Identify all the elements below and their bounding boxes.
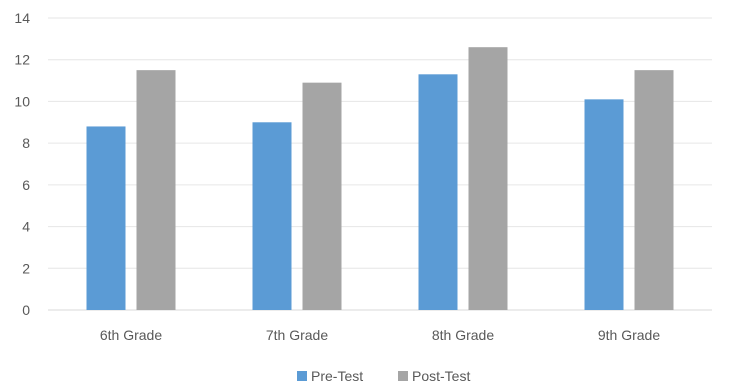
x-tick-label: 6th Grade <box>100 327 162 343</box>
y-tick-label: 14 <box>14 10 30 26</box>
y-tick-label: 12 <box>14 52 30 68</box>
y-tick-label: 2 <box>22 260 30 276</box>
bar-post-test-2 <box>469 47 508 310</box>
bar-pre-test-0 <box>87 126 126 310</box>
y-tick-label: 10 <box>14 93 30 109</box>
y-tick-label: 6 <box>22 177 30 193</box>
x-tick-label: 7th Grade <box>266 327 328 343</box>
y-axis-tick-labels: 0 2 4 6 8 10 12 14 <box>14 10 30 318</box>
bars <box>87 47 674 310</box>
bar-pre-test-1 <box>253 122 292 310</box>
y-tick-label: 0 <box>22 302 30 318</box>
y-tick-label: 4 <box>22 219 30 235</box>
legend-label: Post-Test <box>412 368 470 384</box>
bar-post-test-1 <box>303 83 342 310</box>
bar-pre-test-2 <box>419 74 458 310</box>
legend: Pre-Test Post-Test <box>297 368 470 384</box>
legend-label: Pre-Test <box>311 368 363 384</box>
legend-swatch <box>398 371 408 381</box>
bar-post-test-0 <box>137 70 176 310</box>
x-tick-label: 8th Grade <box>432 327 494 343</box>
bar-post-test-3 <box>635 70 674 310</box>
bar-pre-test-3 <box>585 99 624 310</box>
y-tick-label: 8 <box>22 135 30 151</box>
x-axis-tick-labels: 6th Grade 7th Grade 8th Grade 9th Grade <box>100 327 660 343</box>
x-tick-label: 9th Grade <box>598 327 660 343</box>
legend-swatch <box>297 371 307 381</box>
